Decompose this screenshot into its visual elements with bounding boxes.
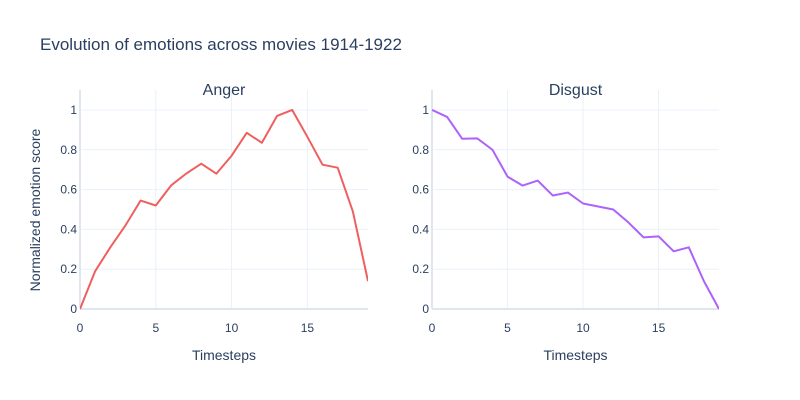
disgust-y-tick-label: 0.2 — [412, 262, 429, 276]
anger-y-tick-label: 0.6 — [60, 183, 77, 197]
anger-x-tick-label: 0 — [77, 321, 84, 335]
disgust-series-line — [432, 109, 719, 310]
anger-y-tick-label: 0.2 — [60, 262, 77, 276]
disgust-subplot-title: Disgust — [549, 82, 603, 99]
anger-y-tick-label: 0 — [70, 302, 77, 316]
anger-x-tick-label: 15 — [301, 321, 315, 335]
disgust-x-tick-label: 15 — [652, 321, 666, 335]
chart-title: Evolution of emotions across movies 1914… — [40, 35, 402, 54]
disgust-x-axis-title: Timesteps — [543, 347, 607, 363]
anger-x-tick-label: 10 — [225, 321, 239, 335]
disgust-x-tick-label: 0 — [429, 321, 436, 335]
anger-x-tick-label: 5 — [152, 321, 159, 335]
disgust-x-tick-label: 5 — [504, 321, 511, 335]
disgust-y-tick-label: 0.4 — [412, 222, 429, 236]
disgust-y-tick-label: 0.6 — [412, 183, 429, 197]
anger-y-tick-label: 1 — [70, 103, 77, 117]
anger-y-tick-label: 0.4 — [60, 222, 77, 236]
anger-series-line — [80, 108, 368, 310]
disgust-y-tick-label: 0 — [422, 302, 429, 316]
y-axis-title: Normalized emotion score — [27, 128, 43, 291]
anger-x-axis-title: Timesteps — [192, 347, 256, 363]
disgust-x-tick-label: 10 — [576, 321, 590, 335]
anger-y-tick-label: 0.8 — [60, 143, 77, 157]
anger-subplot-title: Anger — [203, 82, 246, 99]
disgust-y-tick-label: 1 — [422, 103, 429, 117]
disgust-y-tick-label: 0.8 — [412, 143, 429, 157]
